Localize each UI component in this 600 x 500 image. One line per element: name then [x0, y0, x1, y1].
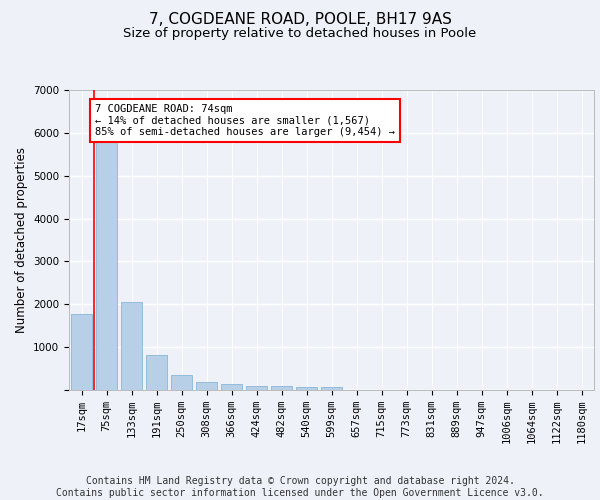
Y-axis label: Number of detached properties: Number of detached properties [14, 147, 28, 333]
Bar [246, 386, 267, 390]
Bar [121, 302, 142, 390]
Text: Size of property relative to detached houses in Poole: Size of property relative to detached ho… [124, 28, 476, 40]
Bar [221, 384, 242, 390]
Bar [196, 382, 217, 390]
Text: 7, COGDEANE ROAD, POOLE, BH17 9AS: 7, COGDEANE ROAD, POOLE, BH17 9AS [149, 12, 451, 28]
Bar [271, 386, 292, 390]
Text: Contains HM Land Registry data © Crown copyright and database right 2024.
Contai: Contains HM Land Registry data © Crown c… [56, 476, 544, 498]
Bar [171, 376, 192, 390]
Bar [96, 142, 117, 390]
Text: 7 COGDEANE ROAD: 74sqm
← 14% of detached houses are smaller (1,567)
85% of semi-: 7 COGDEANE ROAD: 74sqm ← 14% of detached… [95, 104, 395, 137]
Bar [321, 388, 342, 390]
Bar [71, 314, 92, 390]
Bar [146, 355, 167, 390]
Bar [296, 387, 317, 390]
